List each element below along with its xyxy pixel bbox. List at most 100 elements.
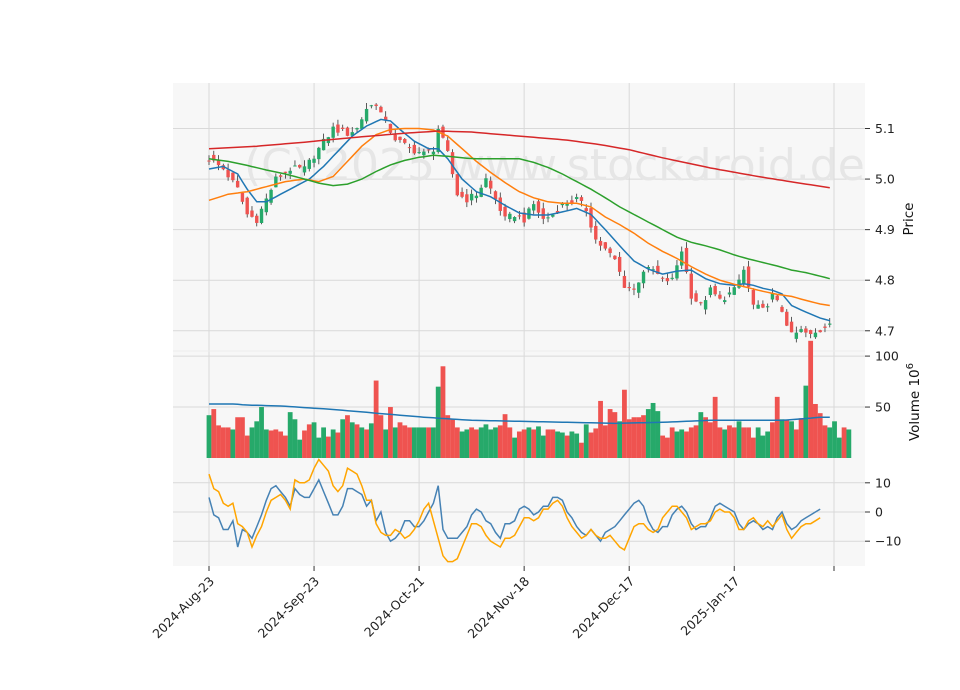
candle-body: [278, 175, 283, 177]
volume-bar: [622, 389, 627, 458]
volume-bar: [206, 415, 212, 458]
candle-body: [383, 116, 388, 121]
candle-body: [680, 251, 684, 266]
candle-body: [651, 269, 655, 271]
volume-bar: [674, 431, 680, 458]
candle-body: [369, 105, 374, 107]
candle-body: [761, 303, 765, 308]
volume-bar: [770, 422, 775, 458]
candle-body: [608, 248, 612, 254]
volume-bar: [450, 419, 455, 458]
volume-bar: [268, 430, 274, 458]
candle-body: [474, 195, 479, 199]
candle-body: [489, 180, 493, 189]
candle-body: [469, 193, 474, 201]
candle-body: [460, 191, 464, 197]
volume-bar: [598, 400, 603, 458]
candle-body: [555, 210, 560, 213]
volume-bar: [846, 429, 852, 458]
candle-body: [522, 212, 526, 223]
volume-bar: [593, 428, 599, 458]
volume-bar: [660, 435, 666, 458]
candle-body: [823, 326, 827, 328]
volume-bar: [292, 419, 298, 458]
volume-bar: [579, 442, 584, 458]
x-tick-label: 2024-Oct-21: [361, 574, 427, 640]
candle-body: [393, 134, 397, 141]
candle-body: [250, 210, 254, 217]
candle-body: [436, 128, 440, 152]
volume-bar: [665, 437, 670, 458]
volume-bar: [822, 425, 828, 458]
candle-body: [799, 329, 803, 332]
oscillator-tick-label: −10: [875, 534, 901, 549]
candle-body: [641, 271, 646, 284]
volume-bar: [836, 437, 842, 458]
volume-bar: [793, 429, 799, 458]
volume-axis-exponent: 6: [905, 363, 916, 369]
volume-bar: [469, 427, 475, 458]
volume-bar: [278, 431, 284, 458]
candle-body: [216, 160, 221, 166]
candle-body: [689, 273, 693, 299]
candle-body: [302, 166, 307, 173]
candle-body: [479, 187, 483, 197]
volume-bar: [779, 419, 785, 458]
candle-body: [231, 172, 235, 181]
volume-bar: [431, 427, 436, 458]
volume-axis-label: Volume 106: [905, 363, 923, 441]
watermark: (C) 2025 www.stockdroid.de: [244, 140, 865, 191]
volume-bar: [602, 425, 608, 458]
volume-bar: [516, 431, 522, 458]
candle-body: [321, 138, 326, 151]
candle-body: [574, 197, 579, 200]
volume-bar: [540, 435, 546, 458]
volume-bar: [345, 415, 350, 458]
volume-bar: [798, 418, 804, 458]
candle-body: [656, 265, 660, 274]
volume-bar: [445, 415, 451, 458]
candle-body: [446, 140, 450, 151]
volume-bar: [774, 396, 780, 458]
volume-bar: [832, 421, 837, 458]
candle-body: [293, 165, 297, 167]
x-tick-label: 2024-Sep-23: [255, 574, 322, 641]
volume-bar: [454, 427, 460, 458]
volume-bar: [583, 424, 589, 458]
candle-body: [770, 293, 775, 300]
volume-bar: [378, 415, 384, 458]
volume-bar: [435, 386, 441, 458]
volume-bar: [808, 340, 814, 458]
volume-bar: [240, 417, 245, 458]
volume-bar: [354, 424, 360, 458]
volume-bar: [722, 429, 728, 458]
candle-body: [331, 126, 335, 138]
volume-bar: [478, 427, 484, 458]
volume-bar: [784, 420, 790, 458]
candle-body: [226, 169, 230, 178]
volume-bar: [526, 427, 532, 458]
candle-body: [808, 330, 813, 335]
volume-bar: [368, 423, 374, 458]
volume-bar: [521, 429, 527, 458]
volume-bar: [283, 435, 288, 458]
candle-body: [493, 191, 498, 200]
candle-body: [694, 293, 698, 302]
candle-body: [622, 275, 627, 288]
candle-body: [675, 265, 679, 279]
volume-bar: [559, 432, 565, 458]
volume-bar: [464, 429, 470, 458]
candle-body: [670, 277, 674, 279]
candle-body: [828, 323, 832, 325]
volume-bar: [220, 427, 226, 458]
candle-body: [374, 104, 378, 106]
volume-bar: [765, 431, 771, 458]
candle-body: [298, 164, 302, 168]
volume-bar: [531, 429, 537, 458]
volume-bar: [502, 414, 508, 458]
candle-body: [283, 171, 288, 173]
volume-bar: [741, 427, 747, 458]
candle-body: [403, 139, 407, 143]
volume-tick-label: 100: [875, 349, 899, 364]
